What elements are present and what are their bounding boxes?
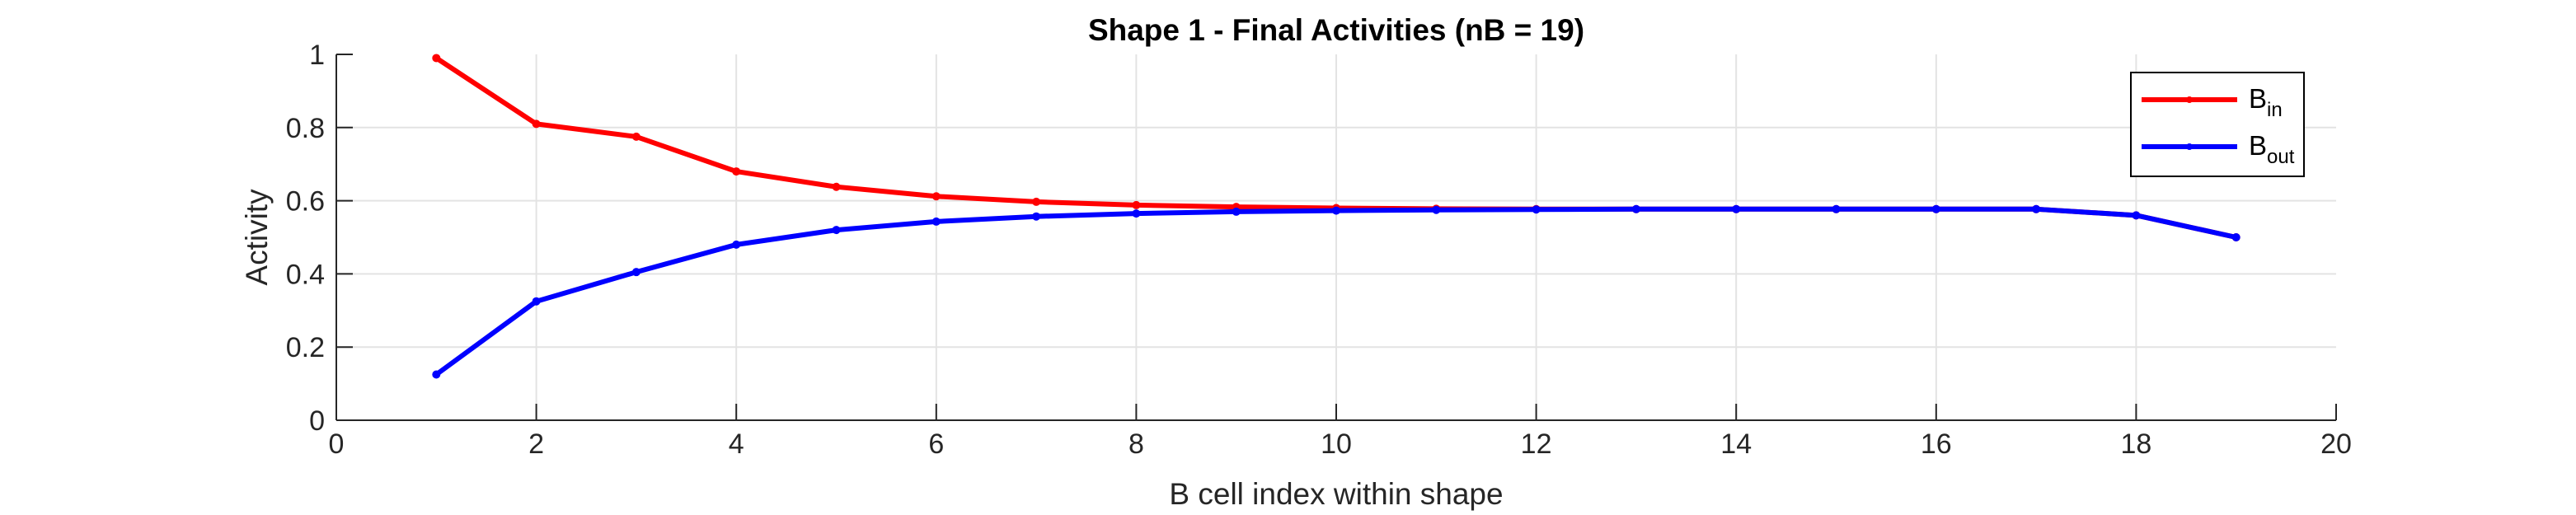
legend-label-b-out: Bout	[2249, 130, 2295, 168]
data-point-b-out-19	[2231, 233, 2241, 241]
legend-marker-b-in	[2186, 96, 2193, 103]
legend: Bin Bout	[2130, 72, 2305, 177]
x-tick-label-2: 2	[528, 428, 544, 460]
data-point-b-out-10	[1332, 206, 1340, 215]
data-point-b-in-5	[832, 182, 841, 191]
data-point-b-out-16	[1931, 204, 1940, 213]
x-tick-label-8: 8	[1128, 428, 1144, 460]
series-layer	[432, 54, 2241, 379]
data-point-b-out-4	[732, 240, 741, 249]
legend-box	[2130, 72, 2305, 177]
data-point-b-in-3	[631, 132, 640, 141]
legend-label-b-in: Bin	[2249, 83, 2283, 121]
legend-entry-b-in: Bin	[2142, 83, 2283, 121]
axes-layer	[335, 54, 2337, 421]
x-tick-label-4: 4	[729, 428, 744, 460]
y-tick-label-0-4: 0.4	[286, 259, 325, 290]
data-point-b-in-6	[931, 192, 941, 201]
data-point-b-out-18	[2132, 211, 2141, 220]
data-point-b-out-1	[432, 370, 441, 379]
data-point-b-in-2	[532, 119, 541, 129]
x-tick-label-16: 16	[1921, 428, 1952, 460]
data-point-b-out-15	[1832, 204, 1841, 213]
y-tick-label-1: 1	[309, 40, 325, 71]
y-tick-label-0-2: 0.2	[286, 332, 325, 363]
data-point-b-out-11	[1432, 205, 1441, 214]
y-axis-label: Activity	[240, 189, 274, 286]
data-point-b-out-12	[1532, 205, 1541, 214]
data-point-b-in-4	[732, 167, 741, 176]
x-tick-label-6: 6	[928, 428, 944, 460]
y-tick-label-0-6: 0.6	[286, 186, 325, 218]
data-point-b-out-2	[532, 297, 541, 306]
data-point-b-out-3	[631, 268, 640, 277]
data-point-b-out-14	[1732, 204, 1741, 213]
x-axis-label: B cell index within shape	[1169, 477, 1503, 511]
data-point-b-in-7	[1032, 197, 1041, 206]
data-point-b-out-6	[931, 217, 941, 226]
data-point-b-out-13	[1631, 204, 1640, 213]
data-point-b-out-7	[1032, 212, 1041, 221]
x-tick-label-10: 10	[1321, 428, 1352, 460]
legend-entry-b-out: Bout	[2142, 130, 2295, 168]
x-tick-label-14: 14	[1720, 428, 1752, 460]
data-point-b-in-1	[432, 54, 441, 63]
tick-labels: 0 2 4 6 8 10 12 14 16 18 20 0 0.2 0.4 0.6 0.8 1	[286, 40, 2352, 460]
y-tick-label-0-8: 0.8	[286, 113, 325, 144]
y-tick-label-0: 0	[309, 405, 325, 437]
x-tick-label-20: 20	[2320, 428, 2352, 460]
x-tick-label-18: 18	[2120, 428, 2151, 460]
legend-marker-b-out	[2186, 143, 2193, 150]
data-point-b-out-8	[1132, 209, 1141, 218]
x-tick-label-12: 12	[1521, 428, 1552, 460]
data-point-b-in-8	[1132, 200, 1141, 209]
data-point-b-out-5	[832, 226, 841, 235]
chart-title: Shape 1 - Final Activities (nB = 19)	[1088, 13, 1584, 47]
data-point-b-out-9	[1232, 207, 1241, 216]
data-point-b-out-17	[2032, 204, 2041, 213]
x-tick-label-0: 0	[329, 428, 345, 460]
